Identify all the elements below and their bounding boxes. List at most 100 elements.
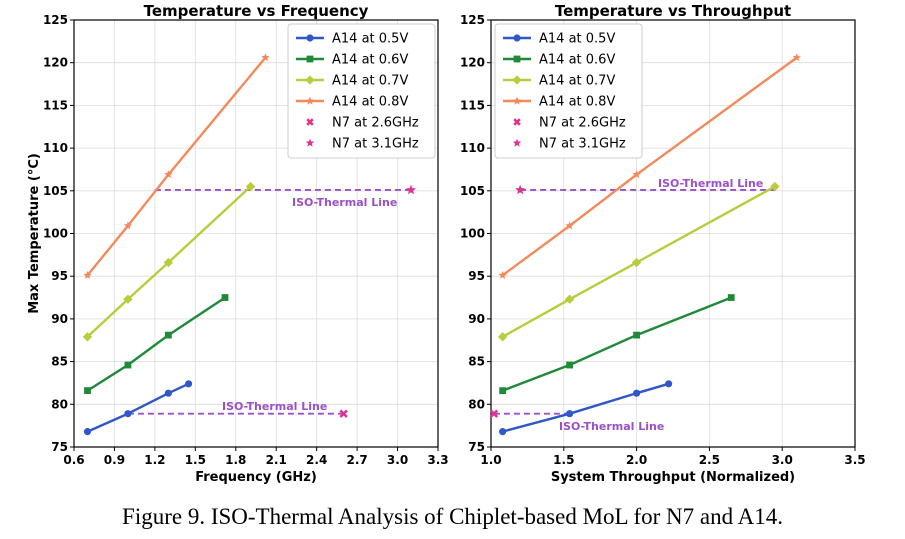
throughput-chart-point-a14-at-0-5v [633, 389, 641, 397]
freq-chart-xlabel: Frequency (GHz) [195, 470, 317, 485]
throughput-chart-point-a14-at-0-8v [498, 270, 507, 279]
freq-chart-xtick-label: 0.6 [63, 453, 84, 467]
throughput-chart-point-a14-at-0-8v [565, 221, 574, 230]
throughput-chart-xtick-label: 2.0 [626, 453, 647, 467]
freq-chart-title: Temperature vs Frequency [144, 2, 369, 20]
freq-chart-point-a14-at-0-8v [123, 221, 133, 230]
throughput-chart-legend-marker-n7-at-3-1ghz [512, 138, 522, 147]
freq-chart-legend-label-n7-at-3-1ghz: N7 at 3.1GHz [332, 137, 419, 152]
freq-chart-legend-label-a14-at-0-7v: A14 at 0.7V [332, 74, 408, 89]
throughput-chart-xtick-label: 1.0 [480, 453, 501, 467]
throughput-chart-series-line-a14-at-0-6v [502, 296, 732, 392]
freq-chart-point-a14-at-0-8v [261, 53, 270, 62]
freq-chart-ylabel: Max Temperature (°C) [27, 153, 42, 314]
throughput-chart-legend-label-a14-at-0-5v: A14 at 0.5V [539, 32, 615, 47]
throughput-chart-ytick-label: 115 [460, 98, 485, 112]
throughput-chart-legend-marker-a14-at-0-8v [512, 96, 522, 105]
figure-canvas: 0.6 0.9 1.2 1.5 1.8 2.1 2.4 2.7 3.0 3.3 75 80 85 90 95… [27, 2, 866, 485]
freq-chart-series-line-a14-at-0-5v [87, 382, 190, 433]
freq-chart-legend-marker-n7-at-2-6ghz [306, 118, 314, 126]
freq-chart-point-a14-at-0-7v [163, 257, 174, 268]
throughput-chart-legend-box [494, 23, 643, 159]
freq-chart-point-a14-at-0-5v [185, 380, 193, 388]
freq-chart-ytick-label: 90 [51, 312, 68, 326]
throughput-chart-ytick-label: 100 [460, 227, 485, 241]
throughput-chart-iso-label: ISO-Thermal Line [658, 177, 763, 190]
freq-chart-iso-label: ISO-Thermal Line [292, 196, 397, 209]
freq-chart-xtick-label: 1.2 [144, 453, 165, 467]
throughput-chart-point-a14-at-0-6v [566, 361, 574, 369]
freq-chart-legend-marker-n7-at-2-6ghz-stroke-b [306, 118, 314, 126]
freq-chart-point-a14-at-0-6v [221, 294, 229, 301]
freq-chart-legend-label-a14-at-0-6v: A14 at 0.6V [332, 53, 408, 68]
freq-chart-ytick-label: 115 [43, 98, 68, 112]
freq-chart-xtick-label: 1.8 [225, 453, 246, 467]
throughput-chart-xlabel: System Throughput (Normalized) [551, 470, 795, 485]
freq-chart-xtick-label: 3.0 [387, 453, 408, 467]
figure-caption: Figure 9. ISO-Thermal Analysis of Chiple… [122, 504, 783, 529]
throughput-chart-legend-marker-a14-at-0-7v [512, 75, 522, 85]
throughput-chart-point-a14-at-0-5v [566, 410, 574, 418]
throughput-chart-xtick-label: 3.0 [772, 453, 793, 467]
throughput-chart-point-a14-at-0-7v [770, 181, 780, 192]
freq-chart-ytick-label: 75 [51, 440, 68, 454]
throughput-chart-point-a14-at-0-8v [792, 53, 801, 62]
throughput-chart-legend-marker-n7-at-2-6ghz [513, 118, 521, 126]
freq-chart-legend-marker-a14-at-0-7v [305, 75, 315, 85]
freq-chart-series-line-a14-at-0-6v [86, 296, 226, 392]
throughput-chart-legend-label-a14-at-0-6v: A14 at 0.6V [539, 53, 615, 68]
throughput-chart-legend-label-a14-at-0-8v: A14 at 0.8V [539, 95, 615, 110]
freq-chart-point-n7-at-3-1ghz [406, 184, 416, 195]
freq-chart-point-a14-at-0-6v [124, 361, 132, 369]
freq-chart-ytick-label: 100 [43, 227, 68, 241]
freq-chart-point-a14-at-0-7v [82, 332, 93, 342]
throughput-chart-legend-label-n7-at-2-6ghz: N7 at 2.6GHz [539, 116, 626, 131]
throughput-chart-point-a14-at-0-8v [632, 170, 641, 179]
throughput-chart-ytick-label: 110 [460, 141, 485, 155]
freq-chart-legend-marker-n7-at-3-1ghz [305, 138, 315, 147]
freq-chart-point-a14-at-0-8v [83, 270, 92, 279]
throughput-chart-ytick-label: 95 [468, 269, 485, 283]
freq-chart-xtick-label: 2.1 [266, 453, 287, 467]
throughput-chart-point-a14-at-0-7v [497, 332, 508, 342]
throughput-chart-ytick-label: 105 [460, 184, 485, 198]
throughput-chart-point-a14-at-0-5v [499, 428, 507, 436]
freq-chart-point-a14-at-0-5v [124, 410, 132, 418]
throughput-chart-ytick-label: 75 [468, 440, 485, 454]
throughput-chart-point-a14-at-0-6v [499, 387, 507, 395]
freq-chart-legend-box [287, 23, 436, 159]
freq-chart-xtick-label: 1.5 [185, 453, 206, 467]
throughput-chart-point-a14-at-0-5v [665, 380, 673, 388]
throughput-chart-title: Temperature vs Throughput [555, 2, 791, 20]
throughput-chart-series-line-a14-at-0-7v [502, 185, 776, 338]
freq-chart-ytick-label: 95 [51, 269, 68, 283]
freq-chart-series-line-a14-at-0-7v [86, 185, 252, 338]
throughput-chart-point-a14-at-0-6v [633, 331, 640, 339]
throughput-chart-legend-marker-n7-at-2-6ghz-stroke-b [513, 118, 521, 126]
freq-chart-ytick-label: 80 [51, 397, 68, 411]
throughput-chart-ytick-label: 80 [468, 397, 485, 411]
throughput-chart-legend-marker-a14-at-0-5v [513, 34, 521, 42]
freq-chart-point-a14-at-0-6v [84, 387, 91, 395]
throughput-chart-ytick-label: 125 [460, 13, 485, 27]
throughput-chart-point-a14-at-0-7v [631, 257, 642, 268]
freq-chart-point-a14-at-0-5v [83, 428, 92, 436]
freq-chart-point-n7-at-2-6ghz-stroke-b [339, 409, 348, 418]
freq-chart-legend-marker-a14-at-0-8v [305, 96, 315, 105]
freq-chart-point-n7-at-2-6ghz [339, 409, 348, 418]
freq-chart-point-a14-at-0-7v [123, 294, 133, 304]
throughput-chart-iso-label: ISO-Thermal Line [559, 420, 664, 433]
freq-chart-point-a14-at-0-6v [164, 331, 172, 339]
throughput-chart-legend-marker-a14-at-0-6v [513, 55, 521, 63]
freq-chart-point-a14-at-0-5v [164, 389, 172, 397]
freq-chart-ytick-label: 85 [51, 355, 68, 369]
freq-chart-series-line-a14-at-0-8v [86, 56, 267, 277]
freq-chart-point-a14-at-0-8v [164, 170, 173, 179]
freq-chart-legend-marker-a14-at-0-5v [306, 34, 314, 42]
throughput-chart-point-a14-at-0-6v [727, 294, 735, 301]
throughput-chart-point-n7-at-2-6ghz-stroke-b [489, 409, 499, 418]
freq-chart-xtick-label: 2.7 [346, 453, 367, 467]
freq-chart-ytick-label: 105 [43, 184, 68, 198]
throughput-chart-ytick-label: 85 [468, 355, 485, 369]
freq-chart-ytick-label: 120 [43, 56, 68, 70]
